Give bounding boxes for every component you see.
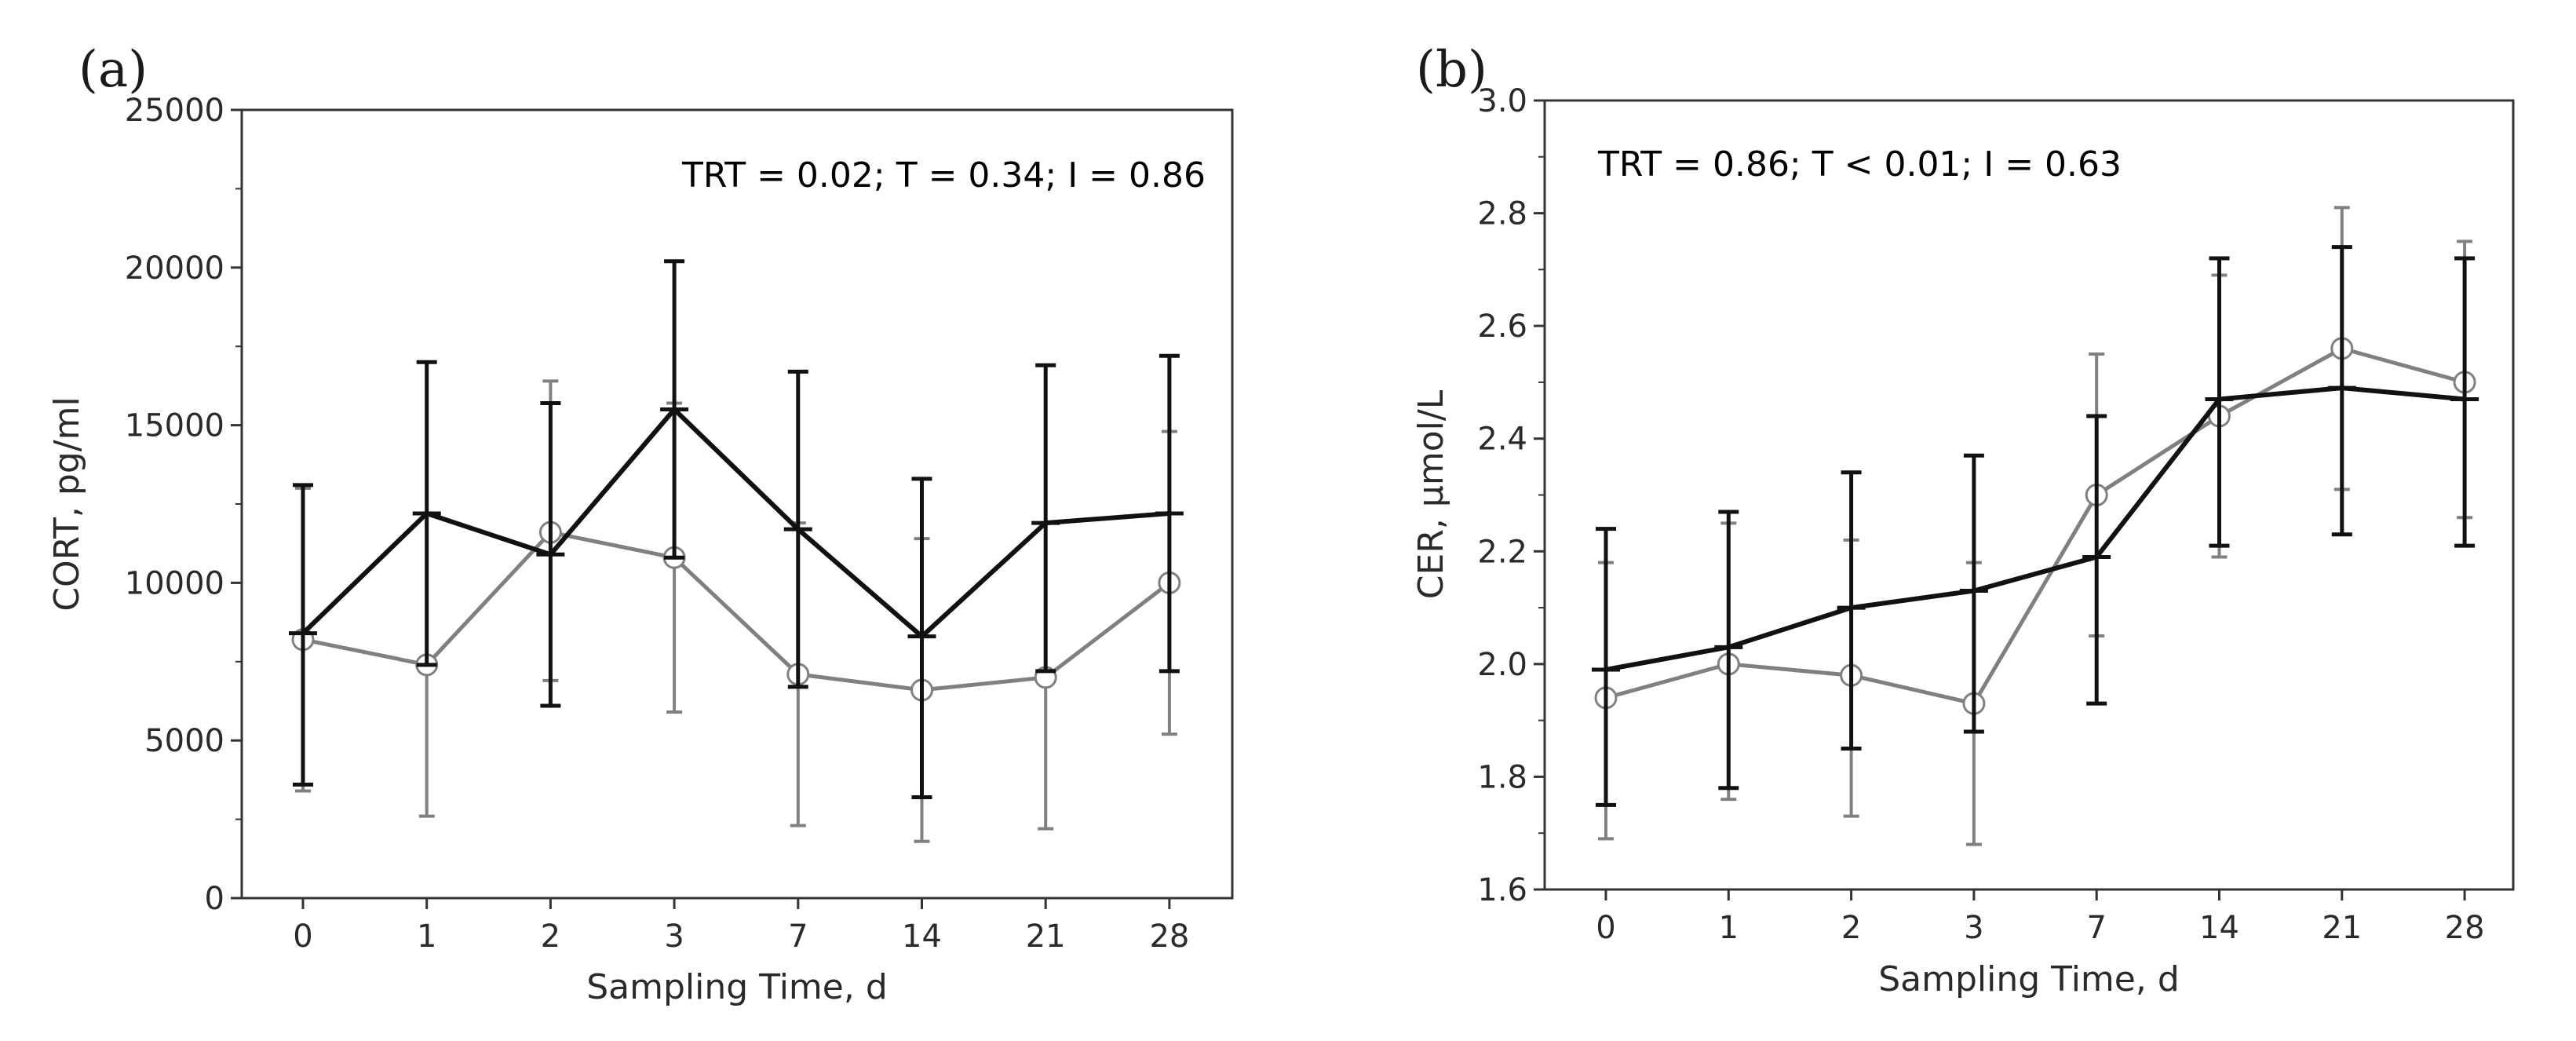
panel-a-x-tick-label: 3 xyxy=(664,919,684,955)
panel-b-gray-line xyxy=(1605,346,2465,706)
panel-b-series-black xyxy=(1592,245,2479,807)
panel-a-y-tick-label: 20000 xyxy=(125,250,224,287)
panel-a-x-tick-label: 28 xyxy=(1149,919,1189,955)
panel-b-stats-annotation: TRT = 0.86; T < 0.01; I = 0.63 xyxy=(1597,144,2122,184)
panel-b-x-axis-title: Sampling Time, d xyxy=(1878,959,2180,999)
panel-b-ticks: 1.6 1.8 2.0 2.2 2.4 2.6 2.8 3.0 0 1 2 3 7 14 21 28 xyxy=(1477,83,2484,946)
panel-a-gray-line xyxy=(302,530,1171,692)
panel-b-series xyxy=(1592,206,2479,846)
panel-a-series-black xyxy=(289,259,1184,799)
panel-b-y-tick-label: 2.6 xyxy=(1477,309,1527,345)
panel-b-x-tick-label: 1 xyxy=(1719,910,1739,946)
panel-a-black-line xyxy=(301,407,1170,639)
panel-a-label: (a) xyxy=(78,41,148,99)
panel-b-y-axis-title: CER, µmol/L xyxy=(1411,389,1451,599)
panel-a-series xyxy=(289,259,1184,843)
panel-b-y-tick-label: 2.0 xyxy=(1477,647,1527,683)
panel-b-x-tick-label: 0 xyxy=(1596,910,1615,946)
panel-a-x-tick-label: 14 xyxy=(902,919,942,955)
panel-b: (b) TRT = 0.86; T < 0.01; I = 0.63 Sampl… xyxy=(1411,41,2515,999)
panel-b-black-line xyxy=(1605,385,2465,672)
panel-b-x-tick-label: 2 xyxy=(1841,910,1861,946)
panel-b-x-tick-label: 7 xyxy=(2086,910,2106,946)
panel-a-x-tick-label: 2 xyxy=(541,919,560,955)
panel-a-x-tick-label: 21 xyxy=(1026,919,1066,955)
panel-a-x-axis-title: Sampling Time, d xyxy=(586,967,888,1007)
panel-a-y-tick-label: 5000 xyxy=(144,723,224,759)
panel-b-y-tick-label: 3.0 xyxy=(1477,83,1527,119)
panel-b-label: (b) xyxy=(1416,41,1487,99)
panel-a-y-tick-label: 25000 xyxy=(125,93,224,129)
panel-a-y-tick-label: 10000 xyxy=(125,565,224,601)
panel-a-x-tick-label: 0 xyxy=(293,919,312,955)
panel-a-x-tick-label: 1 xyxy=(417,919,436,955)
panel-b-y-tick-label: 1.8 xyxy=(1477,759,1527,795)
panel-b-y-tick-label: 1.6 xyxy=(1477,872,1527,908)
panel-a-x-tick-label: 7 xyxy=(788,919,808,955)
panel-a: (a) TRT = 0.02; T = 0.34; I = 0.86 Sampl… xyxy=(47,41,1234,1007)
panel-b-x-tick-label: 28 xyxy=(2445,910,2485,946)
panel-b-x-tick-label: 14 xyxy=(2199,910,2239,946)
panel-a-y-tick-label: 0 xyxy=(205,881,224,917)
panel-a-plot-area xyxy=(240,108,1234,900)
panel-b-x-tick-label: 3 xyxy=(1964,910,1983,946)
panel-a-y-tick-label: 15000 xyxy=(125,408,224,444)
panel-a-stats-annotation: TRT = 0.02; T = 0.34; I = 0.86 xyxy=(681,155,1206,195)
panel-b-y-tick-label: 2.8 xyxy=(1477,196,1527,232)
panel-b-x-tick-label: 21 xyxy=(2322,910,2362,946)
panel-b-y-tick-label: 2.2 xyxy=(1477,534,1527,570)
panel-b-plot-area xyxy=(1543,99,2515,891)
panel-a-ticks: 0 5000 10000 15000 20000 25000 0 1 2 3 7 14 21 28 xyxy=(125,93,1190,955)
panel-b-y-tick-label: 2.4 xyxy=(1477,422,1527,458)
panel-a-y-axis-title: CORT, pg/ml xyxy=(47,396,87,611)
